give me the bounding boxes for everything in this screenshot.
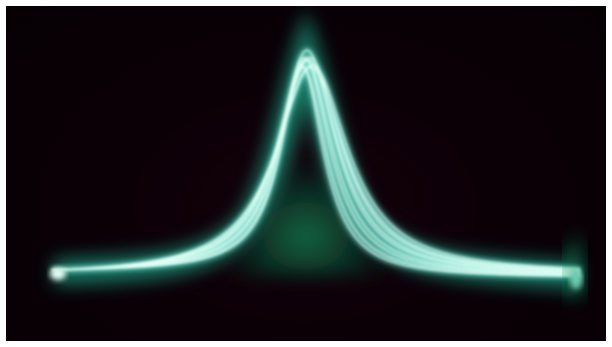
peak-inner-glow bbox=[206, 116, 406, 276]
trace-core-line bbox=[51, 64, 581, 271]
left-end-glow bbox=[50, 268, 66, 280]
oscilloscope-screen bbox=[6, 6, 606, 341]
trace-core-line bbox=[51, 59, 581, 275]
waveform-trace bbox=[50, 9, 584, 298]
right-edge-green bbox=[566, 236, 584, 298]
trace-core bbox=[51, 49, 581, 277]
